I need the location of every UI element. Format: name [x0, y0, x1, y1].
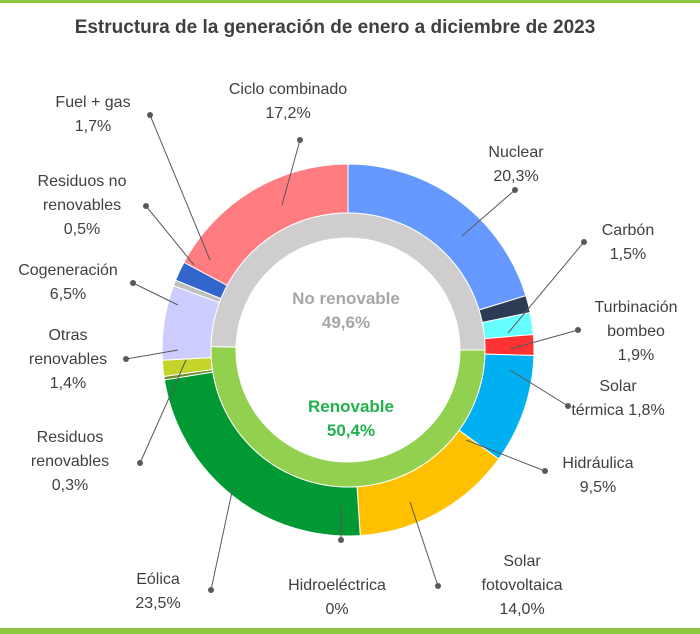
label-line: 0,5% [64, 221, 100, 238]
label-fuel-gas: Fuel + gas 1,7% [55, 94, 130, 135]
label-line: Ciclo combinado [229, 81, 347, 98]
bottom-accent-bar [0, 628, 700, 634]
label-residuos-ren: Residuos renovables 0,3% [31, 429, 109, 494]
inner-ring [210, 212, 486, 488]
label-line: fotovoltaica [482, 577, 563, 594]
slice-labels: Ciclo combinado 17,2% Nuclear 20,3% Carbón 1,… [18, 81, 677, 618]
label-line: Eólica [136, 571, 180, 588]
outer-ring [161, 163, 535, 537]
center-value-no-renovable: 49,6% [322, 313, 370, 332]
leader-dot-nuclear [512, 187, 518, 193]
leader-line-residuos-ren [139, 359, 187, 464]
leader-dot-ciclo [297, 137, 303, 143]
leader-dot-eolica [208, 587, 214, 593]
label-line: térmica 1,8% [571, 402, 664, 419]
top-accent-bar [0, 0, 700, 3]
label-line: bombeo [607, 323, 665, 340]
label-line: 14,0% [499, 601, 544, 618]
leader-line-turbinacion [509, 329, 579, 350]
leader-dot-hidraulica [542, 468, 548, 474]
leader-line-residuos-no-ren [145, 205, 195, 266]
label-line: Hidráulica [562, 455, 633, 472]
label-line: Residuos [37, 429, 104, 446]
label-nuclear: Nuclear 20,3% [488, 144, 544, 185]
leader-dot-otras-ren [123, 356, 129, 362]
inner-slice-no-renovable [210, 212, 486, 351]
label-line: 6,5% [50, 286, 86, 303]
leader-dot-fuel-gas [147, 112, 153, 118]
label-solar-termica: Solar térmica 1,8% [571, 378, 664, 419]
leader-line-solar-fv [409, 501, 439, 587]
leader-dot-solar-fv [435, 583, 441, 589]
leader-dot-carbon [581, 239, 587, 245]
leader-dot-solar-termica [565, 403, 571, 409]
center-label-no-renovable: No renovable [292, 289, 400, 308]
label-line: 0% [325, 601, 348, 618]
leader-line-eolica [210, 486, 234, 591]
label-line: 1,5% [610, 246, 646, 263]
label-otras-ren: Otras renovables 1,4% [29, 327, 107, 392]
label-hidraulica: Hidráulica 9,5% [562, 455, 633, 496]
leader-lines [123, 112, 587, 593]
leader-line-otras-ren [125, 349, 179, 360]
label-turbinacion: Turbinación bombeo 1,9% [594, 299, 677, 364]
leader-dot-cogeneracion [130, 280, 136, 286]
label-line: Residuos no [38, 173, 127, 190]
leader-line-cogeneracion [132, 282, 179, 306]
leader-line-hidraulica [465, 439, 546, 472]
label-hidroelectrica: Hidroeléctrica 0% [288, 577, 386, 618]
label-line: 23,5% [135, 595, 180, 612]
outer-slice-solar-termica [483, 334, 535, 357]
label-line: 1,7% [75, 118, 111, 135]
leader-dot-turbinacion [575, 327, 581, 333]
label-line: Solar [599, 378, 637, 395]
label-residuos-no-ren: Residuos no renovables 0,5% [38, 173, 127, 238]
leader-dot-residuos-ren [137, 460, 143, 466]
label-ciclo: Ciclo combinado 17,2% [229, 81, 347, 122]
label-eolica: Eólica 23,5% [135, 571, 180, 612]
chart-title: Estructura de la generación de enero a d… [75, 17, 596, 38]
leader-line-fuel-gas [149, 114, 211, 261]
leader-line-nuclear [461, 189, 516, 237]
label-line: 0,3% [52, 477, 88, 494]
leader-line-solar-termica [509, 369, 569, 407]
label-line: Otras [48, 327, 87, 344]
label-line: renovables [43, 197, 121, 214]
label-line: 20,3% [493, 168, 538, 185]
label-line: Cogeneración [18, 262, 118, 279]
label-line: Nuclear [488, 144, 544, 161]
label-line: 9,5% [580, 479, 616, 496]
label-solar-fv: Solar fotovoltaica 14,0% [482, 553, 563, 618]
label-line: Solar [503, 553, 541, 570]
label-line: 1,9% [618, 347, 654, 364]
label-line: 1,4% [50, 375, 86, 392]
label-line: Hidroeléctrica [288, 577, 386, 594]
label-line: Fuel + gas [55, 94, 130, 111]
label-line: Turbinación [594, 299, 677, 316]
leader-line-carbon [507, 241, 585, 334]
leader-dot-hidroelectrica [338, 537, 344, 543]
label-cogeneracion: Cogeneración 6,5% [18, 262, 118, 303]
center-value-renovable: 50,4% [327, 421, 375, 440]
label-line: renovables [31, 453, 109, 470]
label-line: renovables [29, 351, 107, 368]
center-label-renovable: Renovable [308, 397, 394, 416]
label-line: 17,2% [265, 105, 310, 122]
leader-dot-residuos-no-ren [143, 203, 149, 209]
label-carbon: Carbón 1,5% [602, 222, 654, 263]
label-line: Carbón [602, 222, 654, 239]
leader-line-ciclo [281, 139, 301, 206]
